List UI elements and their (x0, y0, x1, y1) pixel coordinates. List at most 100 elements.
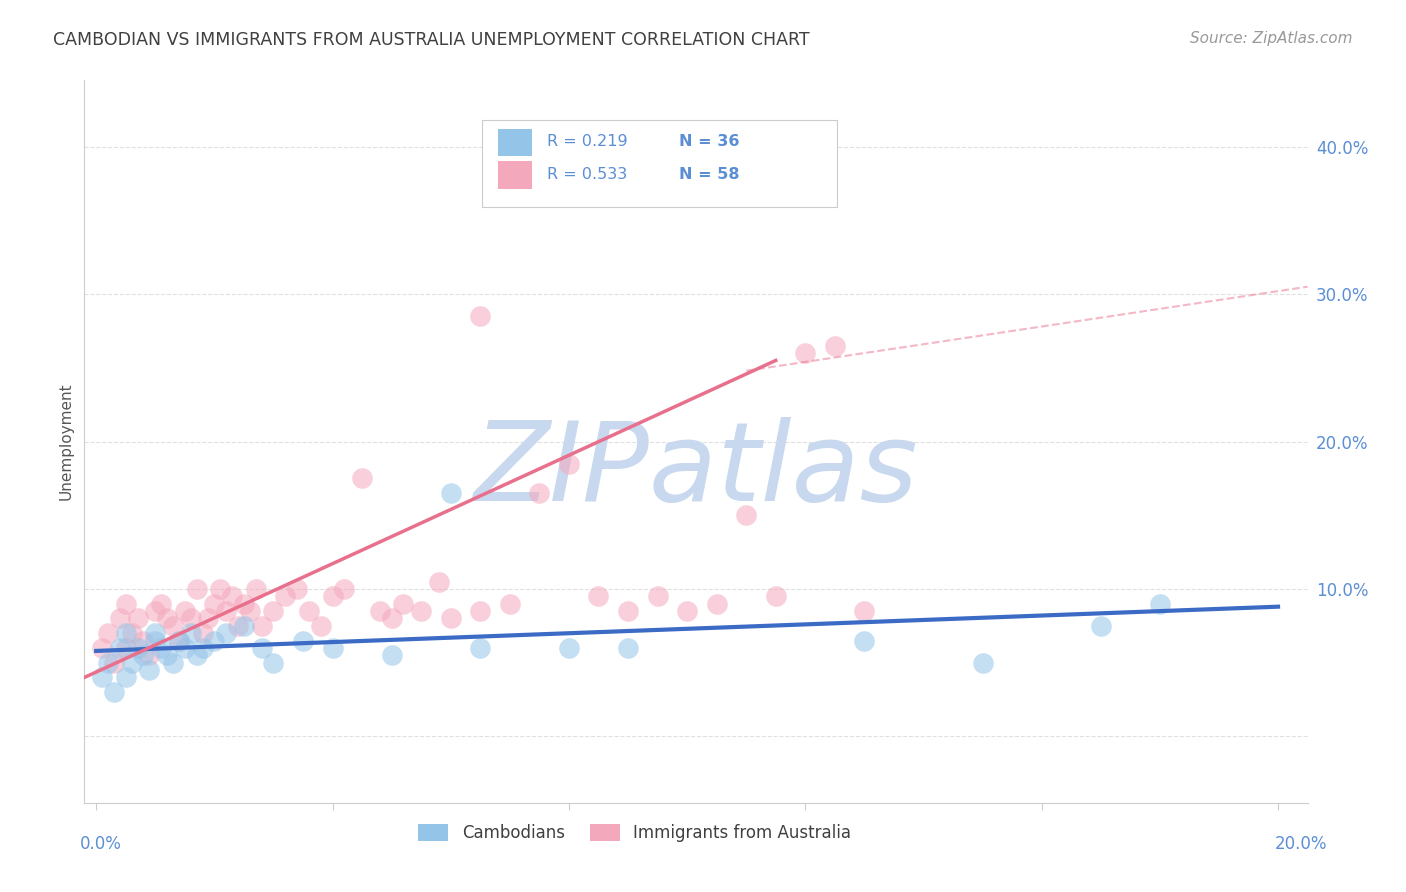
Point (180, 626, 202, 640)
Point (765, 590, 787, 604)
Point (262, 656, 284, 670)
Text: N = 58: N = 58 (679, 167, 740, 182)
Text: R = 0.219: R = 0.219 (547, 134, 627, 149)
Point (180, 611, 202, 625)
Point (209, 582, 232, 596)
Point (322, 590, 344, 604)
Point (529, 486, 551, 500)
Point (103, 685, 125, 699)
Point (1090, 619, 1112, 633)
Point (114, 640, 136, 655)
Point (411, 604, 433, 618)
Point (274, 590, 297, 604)
Point (232, 597, 254, 611)
Point (108, 640, 131, 655)
Point (853, 604, 876, 618)
Text: 0.0%: 0.0% (80, 835, 122, 853)
Point (97, 656, 120, 670)
Point (322, 640, 344, 655)
Point (392, 597, 415, 611)
Point (499, 597, 522, 611)
Point (250, 619, 273, 633)
Point (156, 611, 179, 625)
Point (309, 619, 332, 633)
Point (427, 574, 450, 589)
Point (794, 346, 817, 360)
Point (470, 309, 492, 323)
Point (250, 640, 273, 655)
Point (150, 597, 173, 611)
Point (558, 640, 581, 655)
Point (368, 604, 391, 618)
Legend: Cambodians, Immigrants from Australia: Cambodians, Immigrants from Australia (412, 817, 858, 848)
Point (232, 619, 254, 633)
Point (239, 604, 262, 618)
Point (558, 457, 581, 471)
Point (114, 670, 136, 684)
Point (121, 656, 143, 670)
Point (121, 626, 143, 640)
Point (150, 640, 173, 655)
Point (103, 656, 125, 670)
Point (617, 604, 640, 618)
Text: CAMBODIAN VS IMMIGRANTS FROM AUSTRALIA UNEMPLOYMENT CORRELATION CHART: CAMBODIAN VS IMMIGRANTS FROM AUSTRALIA U… (53, 31, 810, 49)
Text: 20.0%: 20.0% (1274, 835, 1327, 853)
FancyBboxPatch shape (498, 128, 531, 156)
Point (262, 604, 284, 618)
Text: ZIPatlas: ZIPatlas (474, 417, 918, 524)
Point (162, 619, 184, 633)
Point (226, 619, 249, 633)
Point (676, 604, 699, 618)
Point (617, 640, 640, 655)
Text: R = 0.533: R = 0.533 (547, 167, 627, 182)
Point (156, 648, 179, 663)
Point (132, 633, 155, 648)
Point (138, 648, 160, 663)
Point (108, 611, 131, 625)
Point (97, 626, 120, 640)
Text: Source: ZipAtlas.com: Source: ZipAtlas.com (1189, 31, 1353, 46)
Point (191, 640, 214, 655)
Point (972, 656, 994, 670)
Point (470, 640, 492, 655)
Text: N = 36: N = 36 (679, 134, 740, 149)
Point (470, 604, 492, 618)
Point (191, 626, 214, 640)
Point (202, 597, 225, 611)
Point (162, 656, 184, 670)
Point (824, 339, 846, 353)
FancyBboxPatch shape (482, 120, 837, 207)
Point (215, 626, 238, 640)
Point (167, 633, 190, 648)
Point (381, 648, 404, 663)
Point (202, 633, 225, 648)
Point (853, 633, 876, 648)
Point (173, 604, 195, 618)
Point (298, 604, 321, 618)
Point (91, 640, 114, 655)
Point (292, 633, 315, 648)
Point (114, 597, 136, 611)
Point (143, 604, 166, 618)
Point (735, 508, 758, 523)
Point (333, 582, 356, 596)
Point (186, 582, 208, 596)
FancyBboxPatch shape (498, 161, 531, 189)
Point (127, 640, 149, 655)
Point (1149, 597, 1171, 611)
Point (440, 611, 463, 625)
Point (138, 663, 160, 677)
Point (706, 597, 728, 611)
Point (132, 648, 155, 663)
Point (186, 648, 208, 663)
Point (352, 471, 374, 485)
Point (173, 640, 195, 655)
Point (647, 590, 669, 604)
Point (221, 590, 243, 604)
Point (285, 582, 308, 596)
Point (127, 611, 149, 625)
Point (143, 626, 166, 640)
Point (588, 590, 610, 604)
Point (143, 633, 166, 648)
Point (197, 611, 219, 625)
